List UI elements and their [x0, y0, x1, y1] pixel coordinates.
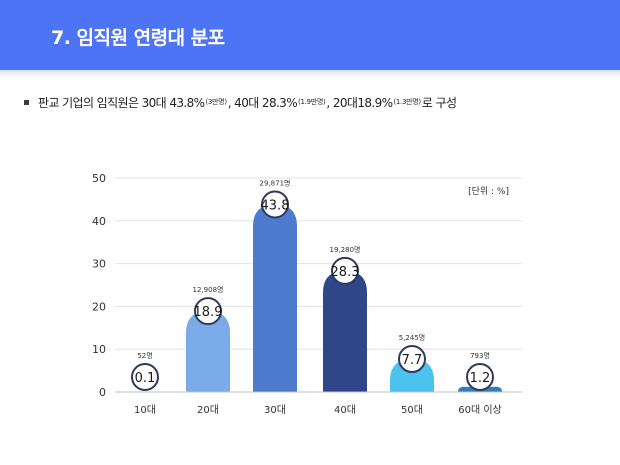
summary-part: 로 구성	[421, 95, 457, 110]
x-tick-label: 60대 이상	[458, 404, 502, 416]
summary-part: (1.3만명)	[393, 98, 421, 106]
summary-part: 판교 기업의 임직원은 30대 43.8%	[38, 95, 205, 110]
count-label: 19,280명	[330, 245, 361, 254]
y-tick-label: 20	[92, 300, 106, 313]
summary-part: (3만명)	[205, 98, 227, 106]
count-label: 29,871명	[260, 179, 291, 188]
x-tick-label: 10대	[134, 404, 156, 416]
value-label: 43.8	[261, 199, 290, 214]
header-shadow	[0, 70, 620, 78]
unit-label: [단위 : %]	[468, 187, 509, 197]
summary-part: , 40대 28.3%	[227, 95, 298, 110]
bar	[323, 270, 367, 392]
count-label: 5,245명	[399, 333, 425, 342]
summary-line: 판교 기업의 임직원은 30대 43.8% (3만명) , 40대 28.3% …	[24, 92, 457, 112]
value-circle	[194, 297, 222, 326]
value-label: 28.3	[331, 265, 360, 280]
summary-part: (1.9만명)	[298, 98, 326, 106]
y-tick-label: 10	[92, 343, 106, 356]
value-circle	[398, 345, 426, 374]
value-label: 0.1	[135, 371, 156, 386]
summary-part: , 20대18.9%	[326, 95, 393, 110]
value-circle	[466, 363, 494, 391]
value-label: 1.2	[470, 371, 491, 386]
count-label: 793명	[470, 351, 490, 360]
x-tick-label: 40대	[334, 404, 356, 416]
header-bar	[0, 0, 620, 70]
y-tick-label: 50	[92, 172, 106, 185]
value-label: 7.7	[402, 353, 423, 368]
bar	[253, 204, 297, 392]
y-tick-label: 30	[92, 258, 106, 271]
value-circle	[331, 256, 359, 285]
count-label: 52명	[137, 351, 152, 360]
value-circle	[131, 363, 159, 391]
y-tick-label: 40	[92, 215, 106, 228]
square-bullet-icon	[24, 99, 29, 105]
x-tick-label: 30대	[264, 404, 286, 416]
y-tick-label: 0	[99, 386, 106, 399]
x-tick-label: 20대	[197, 404, 219, 416]
page-title: 7. 임직원 연령대 분포	[51, 27, 225, 49]
count-label: 12,908명	[193, 285, 224, 294]
x-tick-label: 50대	[401, 404, 423, 416]
bar	[186, 311, 230, 392]
value-label: 18.9	[194, 305, 223, 320]
value-circle	[261, 190, 289, 219]
